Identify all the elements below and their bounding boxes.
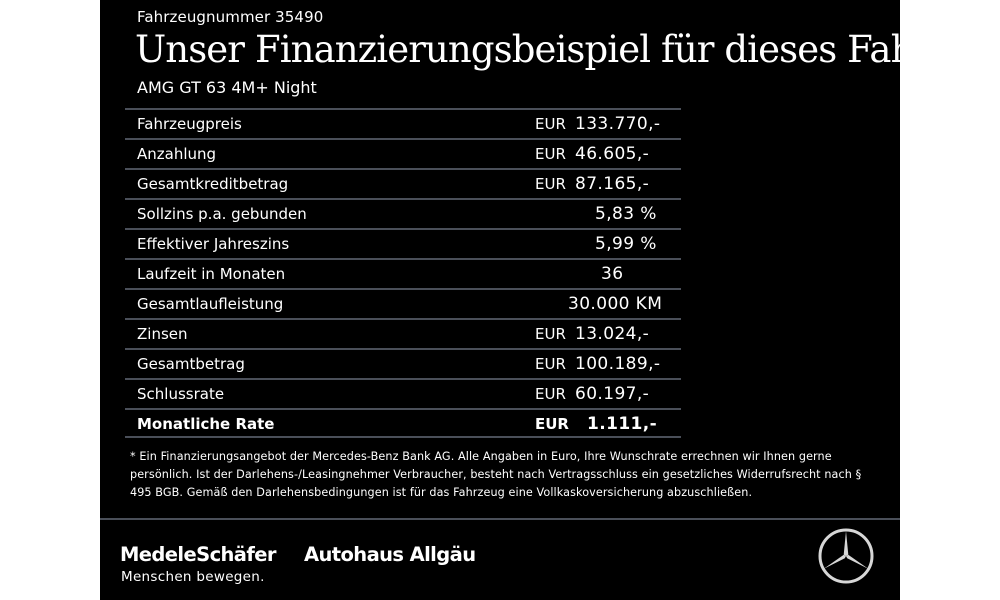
dealer-tagline: Menschen bewegen. bbox=[121, 569, 265, 585]
finance-table: Fahrzeugpreis EUR 133.770,- Anzahlung EU… bbox=[125, 108, 681, 438]
table-row: Gesamtkreditbetrag EUR 87.165,- bbox=[125, 168, 681, 198]
table-row: Laufzeit in Monaten 36 bbox=[125, 258, 681, 288]
offer-panel: Fahrzeugnummer 35490 Unser Finanzierungs… bbox=[100, 0, 900, 600]
row-value: 60.197,- bbox=[575, 384, 650, 404]
row-value: 5,83 % bbox=[595, 204, 657, 224]
row-label: Schlussrate bbox=[137, 385, 225, 403]
row-label: Zinsen bbox=[137, 325, 188, 343]
row-label: Monatliche Rate bbox=[137, 415, 275, 433]
row-label: Laufzeit in Monaten bbox=[137, 265, 286, 283]
dealer-logo-medeleschaefer: MedeleSchäfer bbox=[120, 543, 277, 566]
row-currency: EUR bbox=[535, 325, 566, 343]
row-value: 87.165,- bbox=[575, 174, 650, 194]
row-label: Fahrzeugpreis bbox=[137, 115, 242, 133]
page-title: Unser Finanzierungsbeispiel für dieses F… bbox=[135, 28, 900, 71]
table-row: Fahrzeugpreis EUR 133.770,- bbox=[125, 108, 681, 138]
table-row: Zinsen EUR 13.024,- bbox=[125, 318, 681, 348]
mercedes-star-icon bbox=[818, 528, 874, 584]
table-row: Gesamtlaufleistung 30.000 KM bbox=[125, 288, 681, 318]
row-label: Gesamtbetrag bbox=[137, 355, 245, 373]
divider bbox=[100, 518, 900, 520]
vehicle-number: Fahrzeugnummer 35490 bbox=[137, 8, 324, 26]
table-row: Schlussrate EUR 60.197,- bbox=[125, 378, 681, 408]
row-value: 46.605,- bbox=[575, 144, 650, 164]
row-currency: EUR bbox=[535, 175, 566, 193]
row-value: 13.024,- bbox=[575, 324, 650, 344]
row-label: Effektiver Jahreszins bbox=[137, 235, 290, 253]
row-value: 1.111,- bbox=[587, 414, 658, 434]
row-label: Sollzins p.a. gebunden bbox=[137, 205, 307, 223]
table-row-total: Monatliche Rate EUR 1.111,- bbox=[125, 408, 681, 438]
row-label: Anzahlung bbox=[137, 145, 217, 163]
row-value: 5,99 % bbox=[595, 234, 657, 254]
row-value: 100.189,- bbox=[575, 354, 661, 374]
row-label: Gesamtlaufleistung bbox=[137, 295, 284, 313]
row-currency: EUR bbox=[535, 115, 566, 133]
row-value: 36 bbox=[601, 264, 624, 284]
row-currency: EUR bbox=[535, 415, 569, 433]
dealer-logo-autohaus-allgaeu: Autohaus Allgäu bbox=[304, 543, 476, 566]
table-row: Gesamtbetrag EUR 100.189,- bbox=[125, 348, 681, 378]
row-value: 30.000 KM bbox=[568, 294, 663, 314]
row-currency: EUR bbox=[535, 385, 566, 403]
table-row: Sollzins p.a. gebunden 5,83 % bbox=[125, 198, 681, 228]
row-label: Gesamtkreditbetrag bbox=[137, 175, 289, 193]
vehicle-model: AMG GT 63 4M+ Night bbox=[137, 78, 317, 97]
row-value: 133.770,- bbox=[575, 114, 661, 134]
table-row: Effektiver Jahreszins 5,99 % bbox=[125, 228, 681, 258]
table-row: Anzahlung EUR 46.605,- bbox=[125, 138, 681, 168]
row-currency: EUR bbox=[535, 145, 566, 163]
footnote: * Ein Finanzierungsangebot der Mercedes-… bbox=[130, 450, 862, 499]
row-currency: EUR bbox=[535, 355, 566, 373]
